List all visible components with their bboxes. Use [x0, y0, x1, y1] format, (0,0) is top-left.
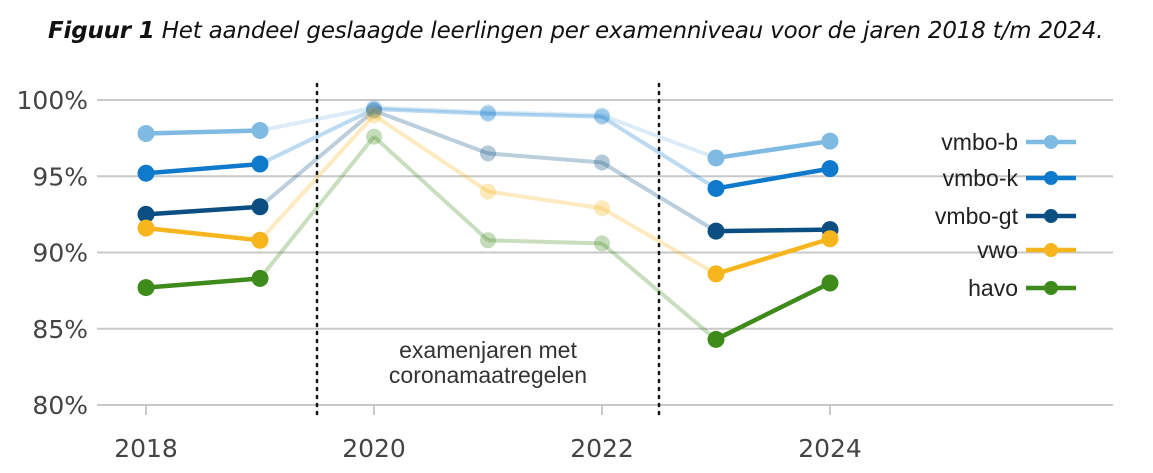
data-point-vmbo-b — [251, 122, 269, 139]
series-line-vwo — [143, 225, 263, 243]
series-line-faded-vwo — [372, 113, 490, 194]
series-line-faded-vwo — [258, 113, 376, 242]
data-point-faded-vmbo-gt — [480, 145, 496, 162]
data-point-vmbo-gt — [251, 198, 269, 216]
data-point-faded-vmbo-b — [480, 104, 496, 121]
data-point-faded-vmbo-b — [594, 107, 610, 124]
legend-swatch-point-vmbo-b — [1044, 135, 1058, 149]
data-point-vmbo-k — [137, 164, 155, 182]
x-tick-label: 2018 — [114, 434, 178, 463]
data-point-havo — [821, 274, 839, 292]
data-point-faded-vmbo-k — [480, 105, 496, 122]
series-line-vmbo-gt — [713, 227, 833, 234]
series-line-vmbo-b — [143, 128, 263, 136]
figure-label: Figuur 1 — [48, 18, 155, 44]
series-line-faded-havo — [600, 241, 718, 341]
series-line-faded-havo — [258, 135, 376, 280]
y-tick-label: 85% — [32, 315, 88, 344]
x-tick-label: 2024 — [798, 434, 862, 463]
data-point-vwo — [137, 219, 155, 237]
data-point-faded-havo — [366, 128, 382, 145]
legend-label-vmbo-b: vmbo-b — [941, 129, 1018, 155]
figure-caption: Figuur 1 Het aandeel geslaagde leerlinge… — [48, 18, 1103, 44]
data-point-faded-vmbo-gt — [594, 154, 610, 171]
data-point-vmbo-k — [707, 179, 725, 197]
series-line-vmbo-k — [143, 161, 263, 176]
annotation-text: examenjaren met — [399, 337, 577, 363]
y-tick-label: 80% — [32, 391, 88, 420]
series-line-faded-havo — [372, 135, 490, 242]
series-line-vmbo-gt — [143, 204, 263, 217]
series-line-faded-vmbo-gt — [487, 151, 603, 165]
series-line-faded-vmbo-gt — [258, 109, 376, 209]
data-point-faded-vmbo-b — [366, 99, 382, 116]
data-point-faded-havo — [594, 235, 610, 252]
series-line-vwo — [713, 236, 833, 277]
series-line-faded-vmbo-gt — [373, 108, 489, 156]
data-point-vmbo-gt — [707, 222, 725, 240]
series-line-faded-vmbo-k — [373, 107, 489, 116]
series-line-faded-vwo — [601, 206, 717, 276]
data-point-faded-vmbo-k — [594, 108, 610, 125]
series-line-havo — [713, 280, 833, 342]
x-tick-label: 2022 — [570, 434, 634, 463]
data-point-vmbo-b — [137, 125, 155, 143]
series-line-vmbo-k — [713, 166, 833, 191]
data-point-faded-vwo — [594, 200, 610, 217]
data-point-vmbo-gt — [137, 205, 155, 223]
legend-label-vmbo-gt: vmbo-gt — [935, 203, 1019, 229]
legend-label-vwo: vwo — [977, 237, 1018, 263]
series-line-faded-havo — [487, 238, 603, 246]
legend-swatch-point-vmbo-k — [1044, 171, 1058, 185]
data-point-faded-vwo — [366, 107, 382, 124]
data-point-havo — [251, 269, 269, 287]
data-point-vmbo-k — [821, 160, 839, 178]
x-tick-label: 2020 — [342, 434, 406, 463]
data-point-faded-vwo — [480, 183, 496, 200]
series-line-faded-vmbo-k — [259, 107, 375, 166]
data-point-faded-vmbo-k — [366, 101, 382, 118]
data-point-vwo — [707, 265, 725, 283]
y-tick-label: 95% — [32, 162, 88, 191]
data-point-havo — [707, 330, 725, 348]
series-line-faded-vmbo-b — [259, 105, 375, 133]
y-tick-label: 100% — [17, 86, 88, 115]
series-line-faded-vmbo-k — [487, 111, 603, 119]
y-tick-label: 90% — [32, 239, 88, 268]
legend-swatch-point-havo — [1044, 281, 1058, 295]
data-point-faded-vmbo-gt — [366, 102, 382, 119]
series-line-faded-vmbo-b — [601, 113, 717, 160]
legend-label-havo: havo — [968, 275, 1018, 301]
data-point-vmbo-b — [821, 132, 839, 150]
series-line-vmbo-b — [713, 138, 833, 161]
series-line-faded-vmbo-b — [487, 110, 603, 118]
data-point-vwo — [251, 231, 269, 249]
data-point-vwo — [821, 230, 839, 248]
data-point-havo — [137, 279, 155, 297]
legend-swatch-point-vmbo-gt — [1044, 209, 1058, 223]
annotation-text: coronamaatregelen — [389, 362, 587, 388]
series-line-faded-vmbo-k — [600, 115, 718, 191]
figure-title: Het aandeel geslaagde leerlingen per exa… — [161, 18, 1104, 44]
series-line-havo — [143, 276, 263, 290]
series-line-faded-vmbo-b — [373, 105, 489, 115]
series-line-faded-vwo — [487, 189, 603, 211]
data-point-vmbo-b — [707, 149, 725, 167]
data-point-vmbo-k — [251, 155, 269, 173]
legend-label-vmbo-k: vmbo-k — [943, 165, 1019, 191]
series-line-faded-vmbo-gt — [600, 160, 718, 233]
legend-swatch-point-vwo — [1044, 243, 1058, 257]
data-point-faded-havo — [480, 232, 496, 249]
